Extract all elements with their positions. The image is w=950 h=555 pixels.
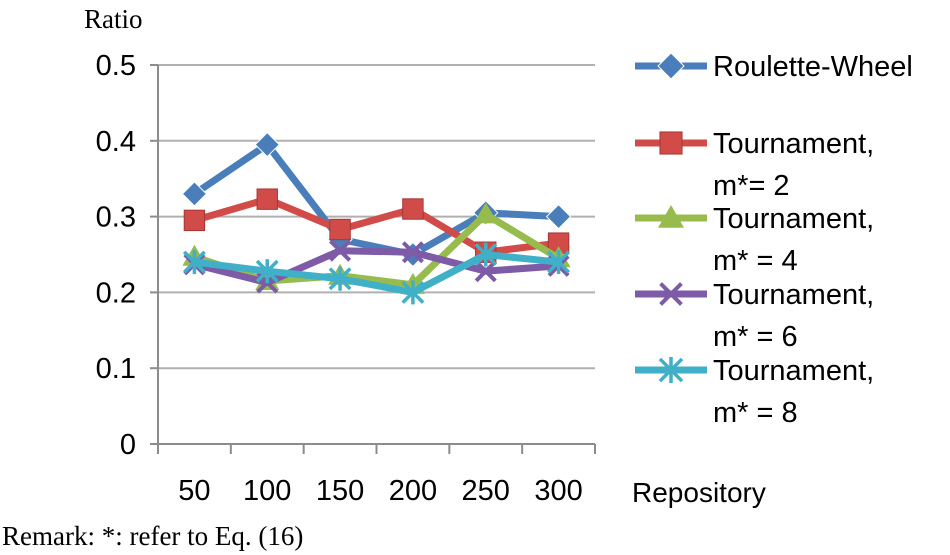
legend-label: m* = 6 [713,321,798,353]
legend-marker [657,52,685,80]
y-tick-label: 0.3 [96,202,136,234]
data-point [401,280,425,305]
data-point [328,266,352,291]
legend-marker [659,282,683,306]
x-tick-label: 100 [243,475,291,507]
data-point [545,203,572,230]
x-axis-label: Repository [632,477,766,508]
legend-entry-4: Tournament, m* = 6 [635,279,874,353]
series-2 [183,188,570,263]
x-tick-label: 300 [534,475,582,507]
series-5 [182,242,571,305]
legend-marker [658,205,684,228]
data-point [183,209,206,232]
series-line [190,141,563,258]
y-tick-label: 0 [120,429,136,461]
series-line [190,247,563,287]
data-point [329,239,352,262]
x-tick-label: 150 [316,475,364,507]
data-point [401,241,424,264]
legend-label: m* = 4 [713,245,798,277]
data-point [329,218,351,241]
series-line [190,251,563,296]
marker-stroke [659,282,683,306]
x-tick-label: 50 [178,475,210,507]
legend-marker [659,131,683,155]
data-point [254,131,280,158]
legend-entry-1: Roulette-Wheel [635,51,913,83]
legend-label: Tournament, [713,355,874,387]
x-tick-label: 250 [462,475,510,507]
marker-stroke [474,260,497,283]
y-tick-label: 0.2 [96,277,136,309]
legend-label: Roulette-Wheel [713,51,913,83]
y-tick-label: 0.5 [96,50,136,82]
legend-label: m*= 2 [713,170,790,202]
data-point [473,202,498,224]
legend-marker [658,357,684,383]
data-point [402,198,424,220]
x-tick-label: 200 [389,475,437,507]
legend-label: m* = 8 [713,397,798,429]
y-axis-label: Ratio [84,4,143,34]
series-line [190,195,563,256]
legend-entry-5: Tournament, m* = 8 [635,355,874,429]
data-point [182,250,206,275]
data-point [547,250,571,275]
legend-label: Tournament, [713,203,874,235]
y-tick-label: 0.1 [96,353,136,385]
legend-label: Tournament, [713,128,874,160]
y-tick-label: 0.4 [96,126,136,158]
data-point [181,181,208,207]
remark-note: Remark: *: refer to Eq. (16) [2,521,303,551]
data-point [256,188,278,210]
legend-entry-2: Tournament, m*= 2 [635,128,874,202]
legend-entry-3: Tournament, m* = 4 [635,203,874,277]
axes: 0 0.1 0.2 0.3 0.4 0.5 50 100 150 200 250 300 [96,50,596,507]
legend-label: Tournament, [713,279,874,311]
data-point [474,260,497,283]
data-point [474,242,498,267]
data-point [255,259,279,284]
marker-stroke [401,241,424,264]
marker-stroke [329,239,352,262]
series-group [181,131,572,305]
